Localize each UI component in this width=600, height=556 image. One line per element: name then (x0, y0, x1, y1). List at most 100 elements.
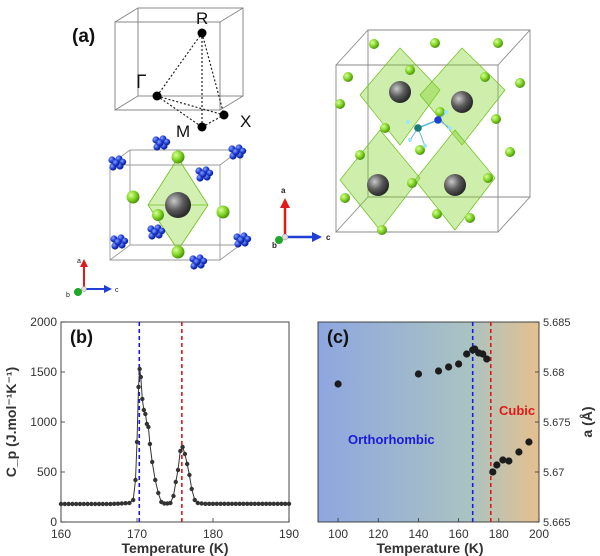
cp-data-point (214, 501, 219, 506)
central-atom (367, 174, 389, 196)
y-tick-label: 500 (37, 465, 57, 479)
cp-data-point (178, 448, 183, 454)
x-tick-label: 180 (489, 527, 509, 541)
cp-data-point (222, 501, 227, 506)
cp-data-point (203, 501, 208, 506)
cp-data-point (100, 501, 106, 507)
lattice-data-point (334, 380, 342, 388)
cp-data-point (245, 501, 250, 506)
cp-data-point (141, 407, 147, 413)
cp-data-point (237, 501, 242, 506)
k-label-Gamma: Γ (136, 72, 146, 93)
cp-data-point (112, 501, 117, 506)
cp-data-point (241, 501, 246, 506)
cp-data-point (134, 439, 140, 445)
halide-atom-bottom (171, 245, 185, 259)
cp-data-point (229, 501, 235, 506)
cp-data-point (168, 500, 173, 506)
x-tick-label: 100 (328, 527, 348, 541)
x-tick-label: 160 (449, 527, 469, 541)
k-point-Gamma (152, 91, 162, 101)
cp-data-point (207, 501, 212, 506)
brillouin-zone-cube (114, 7, 244, 111)
cp-data-point (115, 501, 121, 506)
cation-cluster (195, 166, 214, 182)
cp-data-point (81, 501, 87, 507)
panel-c-y-axis-title: a (Å) (579, 406, 595, 437)
k-label-R: R (196, 9, 208, 28)
cp-data-point (171, 493, 176, 499)
cp-data-point (58, 501, 64, 507)
y-tick-label: 0 (50, 515, 57, 529)
central-atom (444, 174, 466, 196)
x-tick-label: 190 (279, 527, 299, 541)
cp-data-point (140, 396, 145, 402)
cp-data-point (173, 479, 178, 485)
cation-cluster (108, 155, 127, 171)
y-tick-label: 1000 (30, 415, 57, 429)
cp-data-point (127, 500, 132, 506)
lattice-data-point (455, 360, 463, 368)
cp-data-point (146, 424, 151, 430)
annotation-orthorhombic: Orthorhombic (348, 432, 435, 447)
y-tick-label: 5.67 (543, 467, 564, 479)
cp-data-point (256, 501, 261, 506)
panel-c-label: (c) (327, 327, 349, 347)
k-label-M: M (176, 122, 190, 141)
lattice-data-point (479, 350, 487, 358)
y-tick-label: 5.68 (543, 367, 564, 379)
k-point-M (197, 122, 207, 132)
panel-c-x-axis-title: Temperature (K) (376, 540, 483, 556)
plot-area (60, 321, 290, 523)
cp-data-point (180, 444, 185, 450)
cp-data-point (119, 501, 125, 506)
axis-label-b: b (66, 292, 70, 299)
lattice-data-point (515, 448, 523, 456)
cp-data-point (70, 501, 75, 507)
axis-label-b-large: b (272, 241, 277, 250)
cation-cluster (110, 234, 129, 250)
x-tick-label: 180 (203, 527, 223, 541)
central-atom (451, 91, 473, 113)
x-tick-label: 120 (368, 527, 388, 541)
cp-data-point (252, 501, 257, 506)
cp-data-point (267, 501, 273, 506)
y-tick-label: 5.675 (543, 417, 571, 429)
cp-data-point (123, 501, 128, 506)
axis-label-a: a (77, 258, 81, 265)
lattice-data-point (493, 461, 501, 469)
y-tick-label: 2000 (30, 315, 57, 329)
cp-data-point (210, 501, 216, 506)
axis-triad-large: a c b (272, 186, 331, 250)
cp-data-point (162, 501, 167, 506)
cp-data-point (195, 500, 200, 506)
cp-data-point (184, 461, 190, 467)
cp-data-point (136, 384, 141, 390)
cubic-unit-cell (108, 135, 252, 270)
panel-b-x-axis-title: Temperature (K) (121, 540, 228, 556)
lattice-data-point (444, 363, 453, 371)
central-atom (165, 192, 191, 218)
halide-atoms (335, 38, 525, 235)
cp-data-point (260, 501, 265, 506)
halide-atom-left (126, 190, 140, 204)
cp-data-point (153, 477, 158, 483)
cp-data-point (85, 501, 90, 507)
panel-b-label: (b) (70, 327, 93, 347)
lattice-data-point (505, 457, 513, 465)
lattice-data-point (489, 468, 497, 476)
axis-triad-small: a c b (66, 258, 119, 299)
halide-atom-front (152, 209, 164, 221)
cp-data-point (175, 467, 181, 473)
cp-data-point (137, 366, 142, 372)
x-tick-label: 170 (127, 527, 147, 541)
cp-data-point (248, 501, 254, 506)
k-point-R (197, 28, 207, 38)
cp-data-point (66, 501, 71, 507)
k-point-X (219, 110, 229, 120)
lattice-data-point (414, 370, 423, 378)
cp-data-point (89, 501, 94, 507)
cation-cluster (233, 232, 252, 248)
halide-atom-right (216, 205, 230, 219)
